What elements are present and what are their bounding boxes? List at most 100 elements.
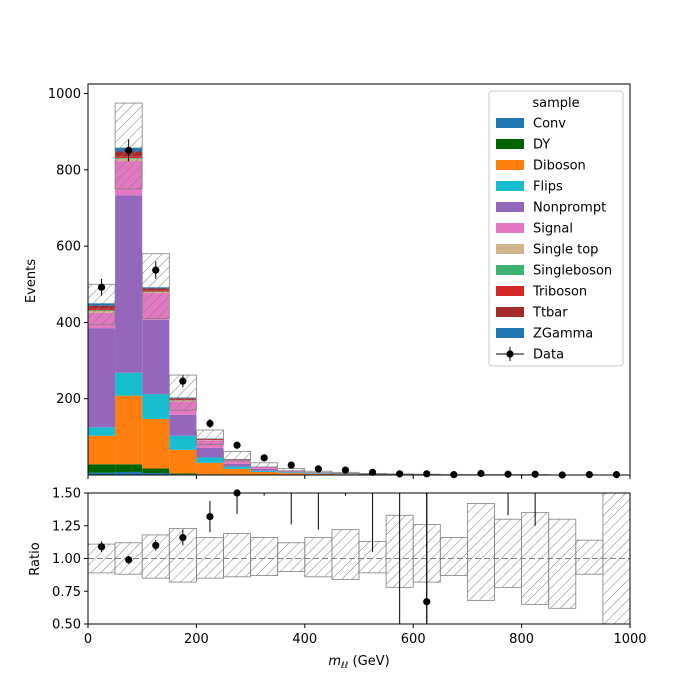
legend-entry-signal: Signal: [496, 222, 573, 237]
bar-segment: [277, 472, 305, 474]
legend-swatch: [496, 265, 524, 275]
bar-segment: [169, 435, 197, 450]
data-point: [179, 377, 187, 385]
legend-swatch: [496, 286, 524, 296]
bar-segment: [88, 328, 116, 428]
legend-label: DY: [533, 138, 550, 153]
main-y-axis-label: Events: [24, 259, 39, 303]
data-point: [287, 461, 295, 469]
data-point: [97, 283, 106, 291]
ratio-band-bin: [548, 518, 577, 609]
legend-label: Single top: [533, 243, 598, 258]
bar-segment: [223, 460, 251, 464]
legend-label: Conv: [533, 117, 566, 132]
y-tick-label: 1000: [48, 87, 81, 102]
legend-entry-nonprompt: Nonprompt: [496, 201, 606, 216]
legend-swatch: [496, 244, 524, 254]
y-tick-label: 600: [56, 240, 81, 255]
data-point: [477, 469, 485, 478]
data-point: [504, 470, 512, 478]
bar-segment: [250, 470, 278, 472]
ratio-plot-panel: 0.50 0.75 1.00 1.25 1.50 0 200 400 600 800 1000 R…: [28, 487, 647, 672]
legend-swatch: [496, 328, 524, 338]
x-tick-label: 800: [509, 632, 534, 647]
ratio-y-axis: 0.50 0.75 1.00 1.25 1.50: [52, 487, 88, 633]
legend-entries: Conv DY Diboson Flips Nonprompt Signal Single …: [496, 117, 612, 363]
x-tick-label: 600: [401, 632, 426, 647]
y-tick-label: 200: [56, 392, 81, 407]
series-nonprompt: [88, 195, 359, 474]
legend-label: Nonprompt: [533, 201, 606, 216]
ratio-band-bin: [277, 542, 306, 573]
bar-segment: [142, 468, 170, 474]
legend-entry-single-top: Single top: [496, 243, 598, 258]
stacked-histogram: [88, 147, 441, 475]
x-tick-label: 400: [292, 632, 317, 647]
bar-segment: [115, 464, 143, 472]
uncertainty-bin: [277, 468, 306, 472]
series-flips: [88, 372, 359, 475]
y-tick-label: 400: [56, 316, 81, 331]
ratio-band-bin: [331, 529, 360, 580]
legend-label: Triboson: [532, 285, 587, 300]
bar-segment: [142, 394, 170, 419]
legend-entry-singleboson: Singleboson: [496, 264, 612, 279]
legend-label: Data: [533, 348, 564, 363]
bar-segment: [88, 464, 116, 473]
bar-segment: [169, 473, 197, 475]
bar-segment: [196, 447, 224, 458]
ratio-band-bin: [439, 537, 468, 576]
data-point: [314, 465, 322, 473]
legend-label: Singleboson: [533, 264, 612, 279]
data-point: [233, 441, 241, 449]
legend-label: Diboson: [533, 159, 586, 174]
x-axis-label: mℓℓ (GeV): [328, 654, 389, 671]
data-point: [531, 470, 539, 478]
ratio-band-bin: [602, 492, 631, 625]
legend-entry-triboson: Triboson: [496, 285, 587, 300]
x-axis-label-var: m: [328, 654, 341, 669]
ratio-band-bin: [494, 518, 523, 588]
legend-label: Ttbar: [532, 306, 568, 321]
legend-label: Signal: [533, 222, 573, 237]
ratio-band-bin: [575, 539, 604, 575]
ratio-y-tick-label: 1.50: [52, 487, 81, 502]
ratio-point: [97, 543, 106, 551]
ratio-y-tick-label: 1.00: [52, 552, 81, 567]
ratio-y-tick-label: 0.75: [52, 585, 81, 600]
bar-segment: [88, 472, 116, 475]
legend-swatch: [496, 307, 524, 317]
bar-segment: [115, 471, 143, 475]
legend-label: Flips: [533, 180, 563, 195]
bar-segment: [142, 319, 170, 395]
ratio-point: [179, 533, 187, 542]
series-diboson: [88, 395, 441, 475]
ratio-data-points: [97, 489, 536, 624]
data-point: [423, 470, 431, 478]
legend-swatch: [496, 118, 524, 128]
data-points: [97, 139, 621, 479]
bar-segment: [223, 468, 251, 475]
legend-entry-zgamma: ZGamma: [496, 327, 593, 342]
ratio-y-tick-label: 0.50: [52, 618, 81, 633]
ratio-band-bin: [250, 537, 279, 576]
bar-segment: [115, 195, 143, 373]
data-point: [368, 468, 377, 476]
bar-segment: [277, 473, 305, 475]
legend-label: ZGamma: [533, 327, 593, 342]
bar-segment: [169, 414, 197, 436]
bar-segment: [142, 473, 170, 475]
main-y-axis: 200 400 600 800 1000: [48, 87, 631, 479]
data-point: [260, 454, 268, 462]
x-axis-label-subscript: ℓℓ: [340, 661, 348, 671]
legend-swatch: [496, 223, 524, 233]
bar-segment: [304, 473, 332, 475]
legend-entry-diboson: Diboson: [496, 159, 586, 174]
ratio-uncertainty-band: [87, 492, 631, 625]
bar-segment: [169, 449, 197, 474]
bar-segment: [142, 418, 170, 469]
bar-segment: [223, 463, 251, 467]
main-plot-frame: [87, 83, 631, 476]
legend-swatch: [496, 181, 524, 191]
